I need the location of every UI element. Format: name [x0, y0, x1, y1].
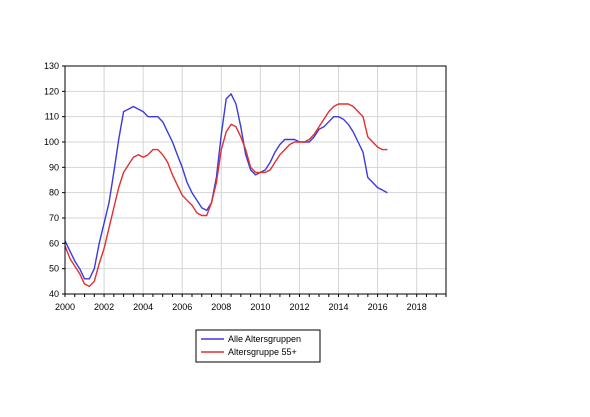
- series-lines: [64, 93, 388, 288]
- x-axis-ticks: 2000 2002 2004 2006 2008 2010 2012 2014 2016 2018: [55, 294, 447, 312]
- plot-area: [65, 66, 446, 294]
- y-tick-label: 50: [49, 264, 59, 274]
- y-tick-label: 90: [49, 162, 59, 172]
- x-tick-label: 2002: [94, 302, 114, 312]
- series-line-alle-altersgruppen: [64, 93, 388, 280]
- x-tick-label: 2014: [329, 302, 349, 312]
- x-tick-label: 2018: [407, 302, 427, 312]
- y-tick-label: 110: [45, 112, 59, 122]
- legend-label-altersgruppe-55-plus: Altersgruppe 55+: [228, 347, 297, 357]
- y-axis-ticks: 40 50 60 70 80 90 100 110 120 130: [44, 61, 65, 299]
- y-tick-label: 120: [44, 86, 59, 96]
- x-tick-label: 2010: [250, 302, 270, 312]
- legend-label-alle-altersgruppen: Alle Altersgruppen: [228, 334, 301, 344]
- plot-frame: [64, 65, 447, 295]
- y-tick-label: 100: [44, 137, 59, 147]
- x-tick-label: 2006: [172, 302, 192, 312]
- x-tick-label: 2016: [368, 302, 388, 312]
- y-tick-label: 80: [49, 188, 59, 198]
- y-tick-label: 60: [49, 238, 59, 248]
- x-tick-label: 2008: [211, 302, 231, 312]
- y-tick-label: 40: [49, 289, 59, 299]
- x-tick-label: 2000: [55, 302, 75, 312]
- x-tick-label: 2012: [289, 302, 309, 312]
- series-line-altersgruppe-55-plus: [64, 103, 388, 288]
- y-tick-label: 130: [44, 61, 59, 71]
- legend: Alle Altersgruppen Altersgruppe 55+: [195, 329, 321, 363]
- y-tick-label: 70: [49, 213, 59, 223]
- x-tick-label: 2004: [133, 302, 153, 312]
- legend-box: [195, 329, 321, 363]
